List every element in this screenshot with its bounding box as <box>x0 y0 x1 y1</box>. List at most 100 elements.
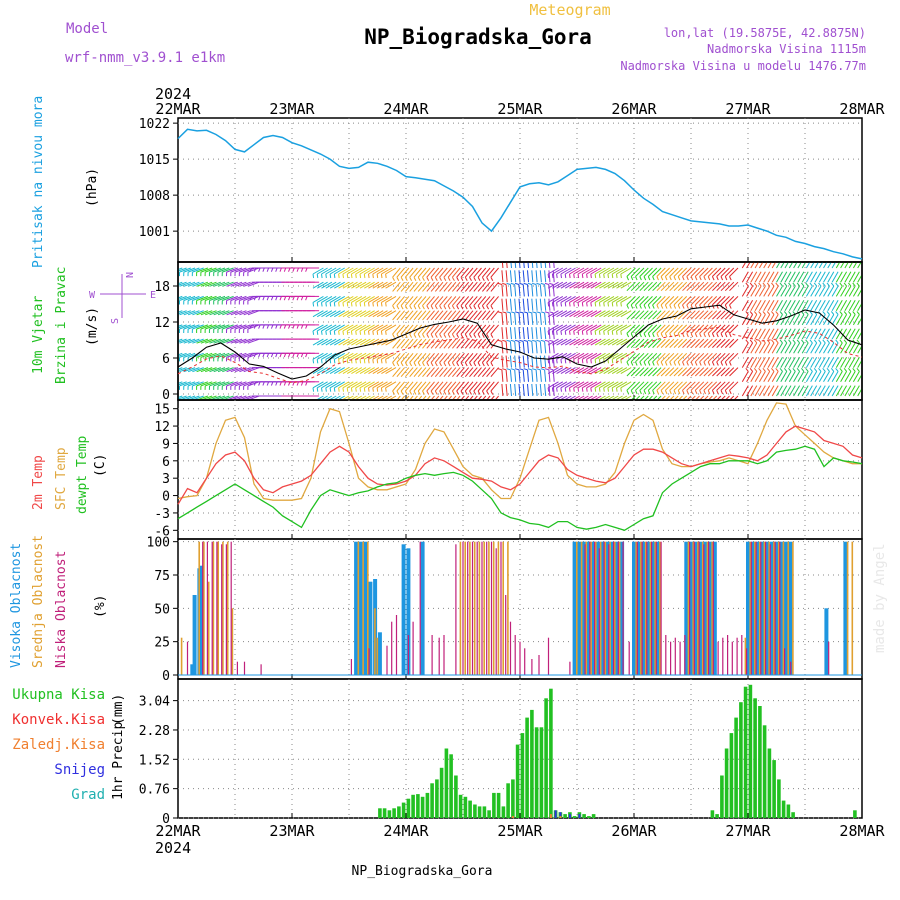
wind-barb <box>187 281 200 287</box>
wind-barb <box>793 328 801 340</box>
wind-barb-flag <box>490 333 494 338</box>
wind-barb <box>486 367 495 378</box>
wind-barb <box>409 395 414 400</box>
wind-barb <box>647 352 658 363</box>
wind-barb <box>447 352 457 363</box>
wind-barb <box>460 296 470 306</box>
wind-barb <box>673 381 683 391</box>
wind-barb <box>544 298 547 311</box>
wind-barb <box>630 352 641 363</box>
wind-barb <box>835 342 843 354</box>
mid-cloud-bar <box>851 541 854 675</box>
wind-barb <box>767 385 775 397</box>
total-precip-bar <box>572 816 577 818</box>
wind-barb <box>217 352 230 358</box>
wind-barb-flag <box>338 273 340 279</box>
wind-barb-flag <box>279 267 282 272</box>
wind-barb <box>656 296 666 306</box>
wind-barb-flag <box>363 359 366 364</box>
wind-barb <box>522 369 525 382</box>
wind-barb <box>801 371 809 383</box>
wind-barb <box>527 369 529 382</box>
wind-barb <box>243 295 256 301</box>
wind-barb-flag <box>699 333 702 338</box>
wind-barb-flag <box>810 255 813 258</box>
wind-barb <box>226 338 238 344</box>
wind-barb-flag <box>497 282 503 285</box>
wind-barb-flag <box>422 276 425 281</box>
wind-barb-flag <box>690 333 694 338</box>
wind-barb <box>183 281 196 287</box>
wind-barb-flag <box>338 359 340 364</box>
wind-barb-flag <box>616 330 618 335</box>
wind-barb <box>716 310 726 320</box>
total-precip-bar <box>515 744 520 818</box>
high-cloud-bar <box>684 541 689 675</box>
wind-barb-flag <box>321 359 323 364</box>
wind-barb <box>741 328 749 340</box>
wind-barb-flag <box>350 387 353 392</box>
wind-barb <box>763 385 771 397</box>
wind-barb-flag <box>775 339 779 344</box>
wind-barb-flag <box>643 333 647 338</box>
low-cloud-bar <box>765 541 767 675</box>
wind-barb <box>336 395 345 400</box>
wind-barb <box>452 381 461 392</box>
wind-barb-flag <box>296 296 299 301</box>
wind-barb <box>699 267 709 277</box>
wind-barb <box>490 310 499 321</box>
wind-barb <box>522 327 525 340</box>
wind-barb-flag <box>258 381 261 386</box>
wind-barb-flag <box>510 368 515 371</box>
wind-barb <box>720 310 730 320</box>
wind-barb-flag <box>380 330 383 335</box>
wind-barb <box>590 352 602 360</box>
wind-barb <box>312 281 324 289</box>
wind-barb <box>547 367 559 375</box>
wind-barb-flag <box>694 390 698 395</box>
compass-east: E <box>150 290 156 301</box>
wind-barb <box>848 371 856 383</box>
wind-barb <box>620 381 632 389</box>
wind-barb-flag <box>656 276 659 281</box>
wind-barb <box>355 367 367 375</box>
wind-barb <box>346 295 358 303</box>
total-precip-bar <box>487 810 491 818</box>
low-cloud-bar <box>790 661 792 675</box>
wind-barb <box>639 381 649 391</box>
high-cloud-bar <box>641 541 646 675</box>
mid-cloud-bar <box>367 541 369 675</box>
wind-barb <box>179 281 191 287</box>
wind-barb <box>413 381 423 392</box>
wind-barb <box>355 310 367 318</box>
wind-barb <box>673 338 683 348</box>
wind-barb-flag <box>551 387 554 392</box>
wind-barb <box>754 342 762 354</box>
wind-barb <box>469 281 478 292</box>
wind-barb-flag <box>447 276 451 281</box>
wind-barb <box>741 314 749 326</box>
wind-barb <box>217 310 230 316</box>
wind-barb <box>325 338 337 346</box>
wind-barb-flag <box>677 390 681 395</box>
low-cloud-bar <box>206 541 208 675</box>
wind-barb <box>694 352 705 363</box>
wind-barb <box>213 324 226 330</box>
wind-barb-flag <box>283 324 287 329</box>
wind-barb <box>840 385 848 397</box>
wind-barb-flag <box>342 273 344 279</box>
wind-barb-flag <box>434 276 438 281</box>
wind-barb-flag <box>321 302 323 307</box>
wind-barb-flag <box>660 276 664 281</box>
wind-barb-flag <box>266 267 270 272</box>
total-precip-bar <box>777 779 781 818</box>
wind-barb <box>460 267 470 278</box>
wind-barb-flag <box>843 311 847 315</box>
wind-barb <box>823 342 830 354</box>
total-precip-bar <box>501 806 506 818</box>
low-cloud-bar <box>741 635 743 675</box>
wind-barb <box>594 338 606 346</box>
wind-barb-flag <box>796 339 800 344</box>
wind-barb <box>594 310 606 318</box>
wind-barb <box>780 342 788 354</box>
